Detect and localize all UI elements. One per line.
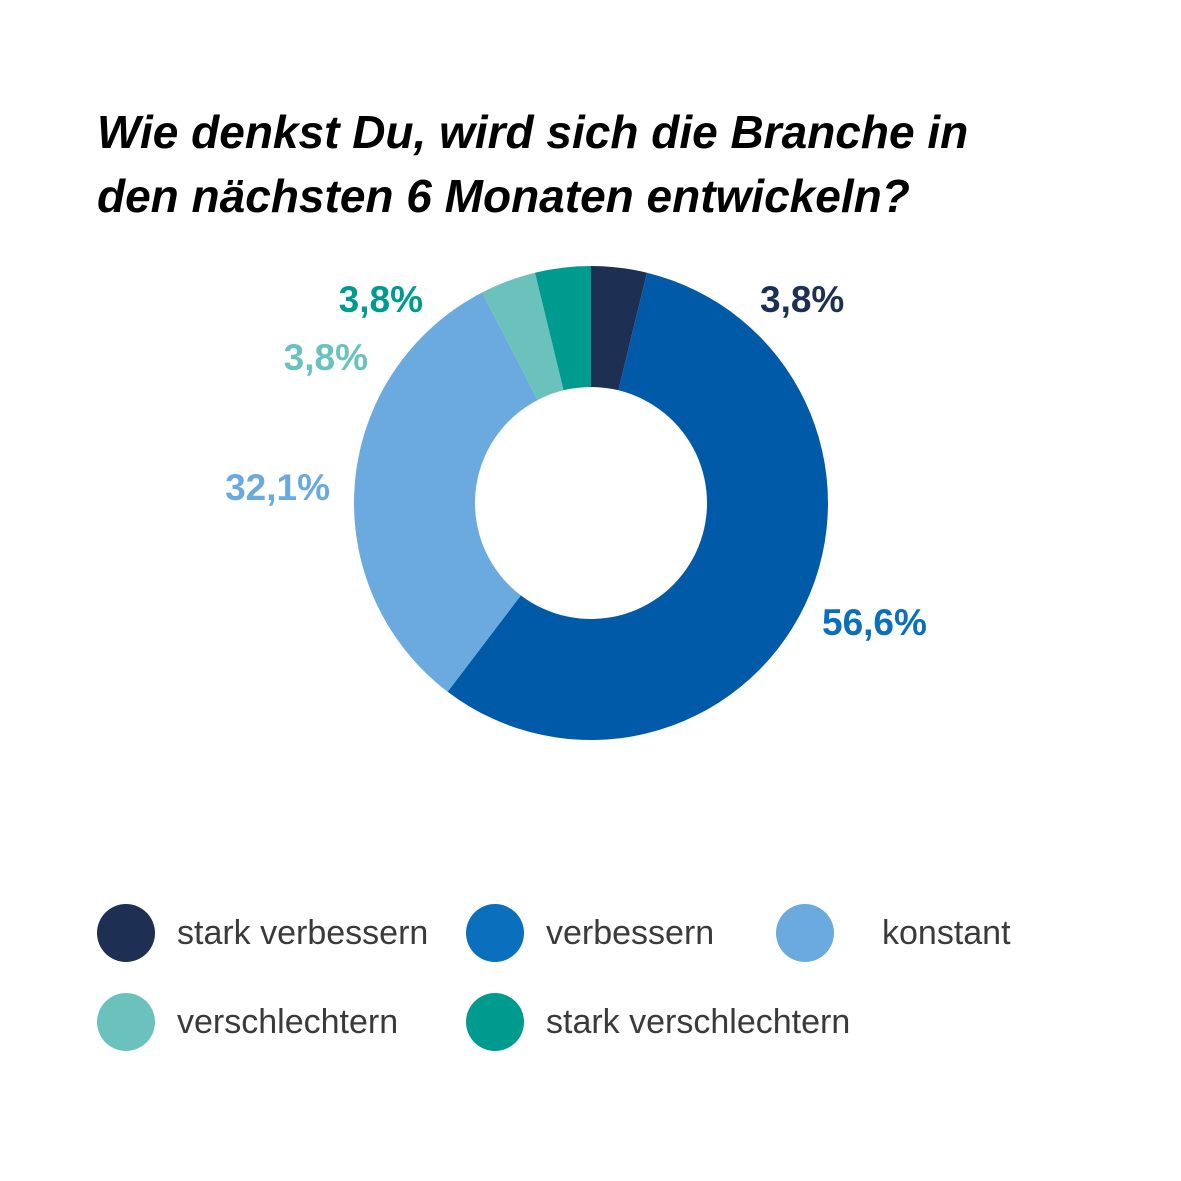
data-label-verschlechtern: 3,8% [284, 337, 368, 378]
donut-slice-verbessern [447, 272, 828, 740]
chart-title-line-2: den nächsten 6 Monaten entwickeln? [97, 170, 910, 222]
donut-slices [354, 266, 828, 740]
donut-slice-verschlechtern [482, 272, 564, 400]
data-label-verbessern: 56,6% [822, 602, 927, 643]
donut-slice-konstant [354, 292, 538, 692]
data-label-stark-verschlechtern: 3,8% [339, 279, 423, 320]
donut-slice-stark-verbessern [591, 266, 647, 391]
chart-title: Wie denkst Du, wird sich die Branche in … [97, 100, 1097, 228]
data-label-stark-verbessern: 3,8% [760, 279, 844, 320]
donut-slice-stark-verschlechtern [535, 266, 591, 391]
data-label-konstant: 32,1% [225, 467, 330, 508]
donut-data-labels: 3,8% 56,6% 32,1% 3,8% 3,8% [225, 279, 927, 643]
chart-title-line-1: Wie denkst Du, wird sich die Branche in [97, 106, 969, 158]
